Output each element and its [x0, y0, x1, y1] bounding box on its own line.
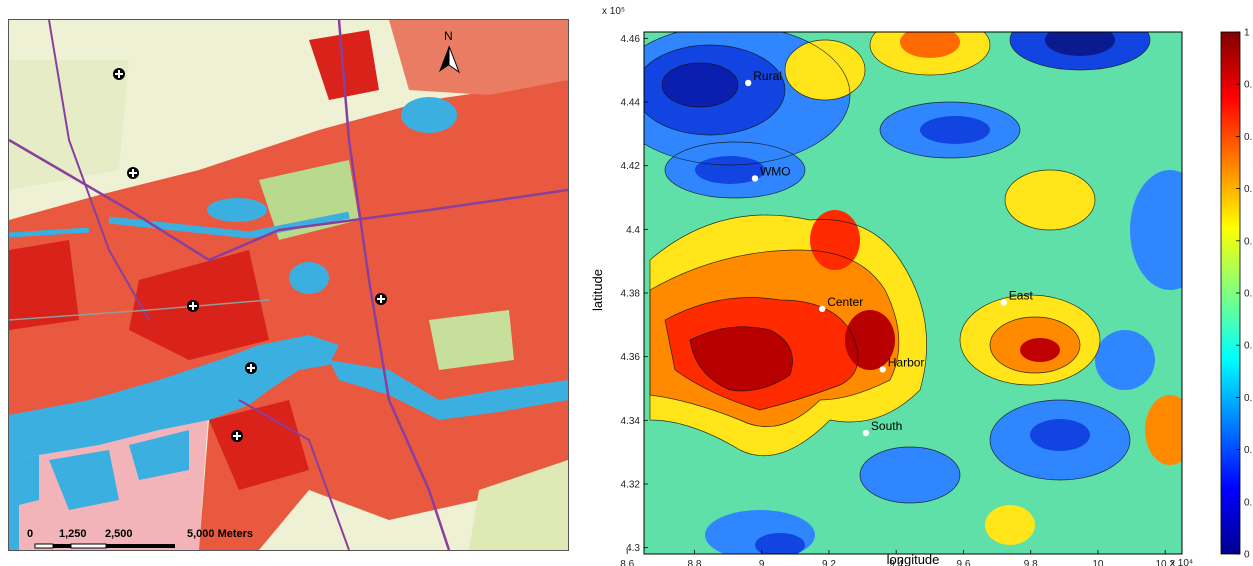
highway — [9, 138, 568, 262]
site-marker-harbor — [879, 366, 886, 373]
dense-urban — [209, 400, 309, 490]
station-marker — [375, 293, 387, 305]
colorbar-tick-label: 0. — [1244, 393, 1252, 404]
contour-field — [644, 32, 1182, 554]
y-tick-label: 4.36 — [621, 352, 641, 363]
station-marker — [231, 430, 243, 442]
canal — [108, 211, 350, 239]
site-label-south: South — [871, 419, 902, 433]
colorbar-tick-label: 0. — [1244, 184, 1252, 195]
station-marker — [245, 362, 257, 374]
x-tick-label: 10.2 — [1155, 559, 1175, 566]
urban-area — [9, 80, 568, 550]
site-label-harbor: Harbor — [888, 355, 925, 369]
x-tick-label: 9.4 — [889, 559, 903, 566]
agricultural-area — [469, 460, 568, 550]
y-tick-label: 4.4 — [626, 225, 640, 236]
colorbar-tick-label: 0. — [1244, 289, 1252, 300]
scalebar-label-5000: 5,000 Meters — [187, 528, 254, 540]
y-tick-label: 4.34 — [621, 416, 641, 427]
scalebar-label-1250: 1,250 — [59, 528, 87, 540]
station-marker — [187, 300, 199, 312]
map-graphics: N — [9, 20, 568, 550]
x-tick-label: 9.8 — [1024, 559, 1038, 566]
scalebar-label-0: 0 — [27, 528, 34, 540]
x-tick-label: 9.2 — [822, 559, 836, 566]
park-area — [429, 310, 514, 370]
x-axis-label: longitude — [887, 552, 940, 566]
y-tick-label: 4.3 — [626, 543, 640, 554]
rail-line — [9, 299, 270, 321]
y-axis-label: latitude — [590, 269, 605, 311]
site-label-rural: Rural — [753, 69, 782, 83]
dense-urban — [9, 240, 79, 330]
colorbar-tick-label: 0. — [1244, 341, 1252, 352]
y-tick-label: 4.42 — [621, 161, 641, 172]
north-arrow-icon — [439, 45, 461, 74]
highway — [238, 399, 350, 550]
colorbar-tick-label: 0. — [1244, 445, 1252, 456]
site-label-east: East — [1009, 289, 1034, 303]
x-tick-label: 8.8 — [687, 559, 701, 566]
site-marker-center — [819, 305, 826, 313]
x-ticks: 8.6 8.8 9 9.2 9.4 9.6 9.8 10 10.2 — [620, 550, 1175, 566]
site-label-wmo: WMO — [760, 164, 791, 178]
x-tick-label: 9.6 — [956, 559, 970, 566]
station-marker — [127, 167, 139, 179]
canal — [9, 227, 90, 238]
river — [329, 360, 568, 420]
lake — [207, 198, 267, 222]
x-tick-label: 8.6 — [620, 559, 634, 566]
y-tick-label: 4.44 — [621, 98, 641, 109]
agricultural-area — [9, 60, 129, 190]
colorbar-tick-label: 0. — [1244, 80, 1252, 91]
colorbar-tick-label: 0. — [1244, 132, 1252, 143]
urban-area-north — [389, 20, 568, 95]
y-ticks: 4.46 4.44 4.42 4.4 4.38 4.36 4.34 4.32 4.3 — [621, 34, 648, 554]
north-label: N — [444, 29, 453, 43]
dense-urban — [129, 250, 269, 360]
x-tick-label: 10 — [1092, 559, 1104, 566]
harbor-basin — [49, 450, 119, 510]
highway — [48, 20, 150, 321]
site-marker-south — [862, 429, 870, 437]
y-tick-label: 4.38 — [621, 289, 641, 300]
y-tick-label: 4.32 — [621, 479, 641, 490]
harbor-basin — [9, 455, 39, 550]
highway — [337, 20, 451, 550]
lake — [289, 262, 329, 294]
scalebar-label-2500: 2,500 — [105, 528, 133, 540]
site-marker-rural — [745, 79, 752, 87]
site-marker-wmo — [751, 175, 759, 182]
y-tick-label: 4.46 — [621, 34, 641, 45]
lake — [401, 97, 457, 133]
scale-bar — [34, 543, 175, 549]
land-use-map: N 0 1,250 2,500 5,000 Meters — [8, 19, 569, 551]
contour-plot: Rural WMO Center Harbor South East 8.6 8.8 9 9.2… — [590, 6, 1252, 566]
colorbar-tick-label: 0 — [1244, 550, 1250, 561]
colorbar-tick-label: 1 — [1244, 28, 1250, 39]
colorbar-ticks: 1 0. 0. 0. 0. 0. 0. 0. 0. 0. 0 — [1236, 28, 1252, 561]
site-markers: Rural WMO Center Harbor South East — [745, 69, 1034, 437]
x-exponent: x 10⁴ — [1170, 558, 1193, 566]
station-marker — [113, 68, 125, 80]
x-tick-label: 9 — [759, 559, 765, 566]
site-marker-east — [1000, 299, 1007, 306]
colorbar-tick-label: 0. — [1244, 497, 1252, 508]
y-exponent: x 10⁵ — [602, 6, 625, 17]
harbor-basin — [129, 430, 189, 480]
colorbar-tick-label: 0. — [1244, 236, 1252, 247]
site-label-center: Center — [827, 295, 863, 309]
